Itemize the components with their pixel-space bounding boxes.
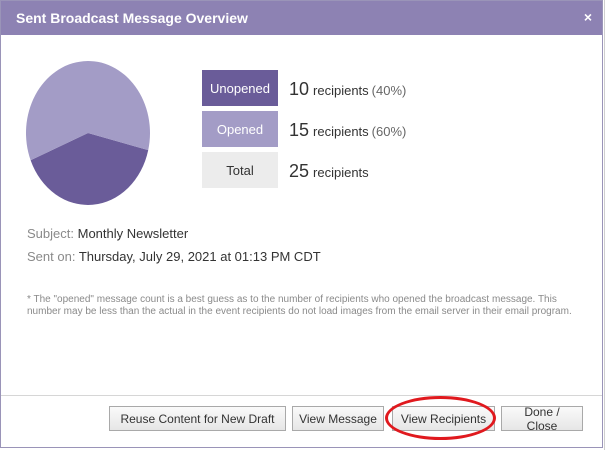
- view-message-button[interactable]: View Message: [292, 406, 384, 431]
- unopened-badge: Unopened: [202, 70, 278, 106]
- footer-divider: [1, 395, 602, 396]
- reuse-content-button[interactable]: Reuse Content for New Draft: [109, 406, 286, 431]
- opened-count-footnote: * The "opened" message count is a best g…: [27, 294, 572, 317]
- open-rate-pie-chart: [26, 60, 150, 205]
- opened-count-number: 15: [289, 120, 310, 140]
- total-count-number: 25: [289, 161, 310, 181]
- close-icon[interactable]: ×: [583, 9, 592, 25]
- subject-label: Subject:: [27, 226, 74, 241]
- opened-count: 15 recipients (60%): [289, 120, 406, 141]
- dialog-titlebar: Sent Broadcast Message Overview ×: [1, 1, 602, 35]
- subject-value: Monthly Newsletter: [77, 226, 189, 241]
- opened-percent: (60%): [371, 124, 407, 139]
- opened-badge: Opened: [202, 111, 278, 147]
- window-edge: [604, 0, 605, 450]
- total-count: 25 recipients: [289, 161, 369, 182]
- pie-slice-unopened: [30, 133, 149, 205]
- pie-slice-opened: [26, 60, 150, 161]
- done-close-button[interactable]: Done / Close: [501, 405, 583, 433]
- total-badge: Total: [202, 152, 278, 188]
- total-count-unit: recipients: [313, 165, 369, 180]
- opened-count-unit: recipients: [313, 124, 369, 139]
- unopened-percent: (40%): [371, 83, 407, 98]
- dialog-title: Sent Broadcast Message Overview: [16, 10, 248, 26]
- sent-on-value: Thursday, July 29, 2021 at 01:13 PM CDT: [78, 249, 321, 264]
- unopened-count-unit: recipients: [313, 83, 369, 98]
- unopened-count: 10 recipients (40%): [289, 79, 406, 100]
- sent-on-label: Sent on:: [27, 249, 76, 264]
- subject-line: Subject: Monthly Newsletter: [27, 226, 188, 241]
- sent-on-line: Sent on: Thursday, July 29, 2021 at 01:1…: [27, 249, 321, 264]
- view-recipients-button[interactable]: View Recipients: [392, 406, 495, 431]
- unopened-count-number: 10: [289, 79, 310, 99]
